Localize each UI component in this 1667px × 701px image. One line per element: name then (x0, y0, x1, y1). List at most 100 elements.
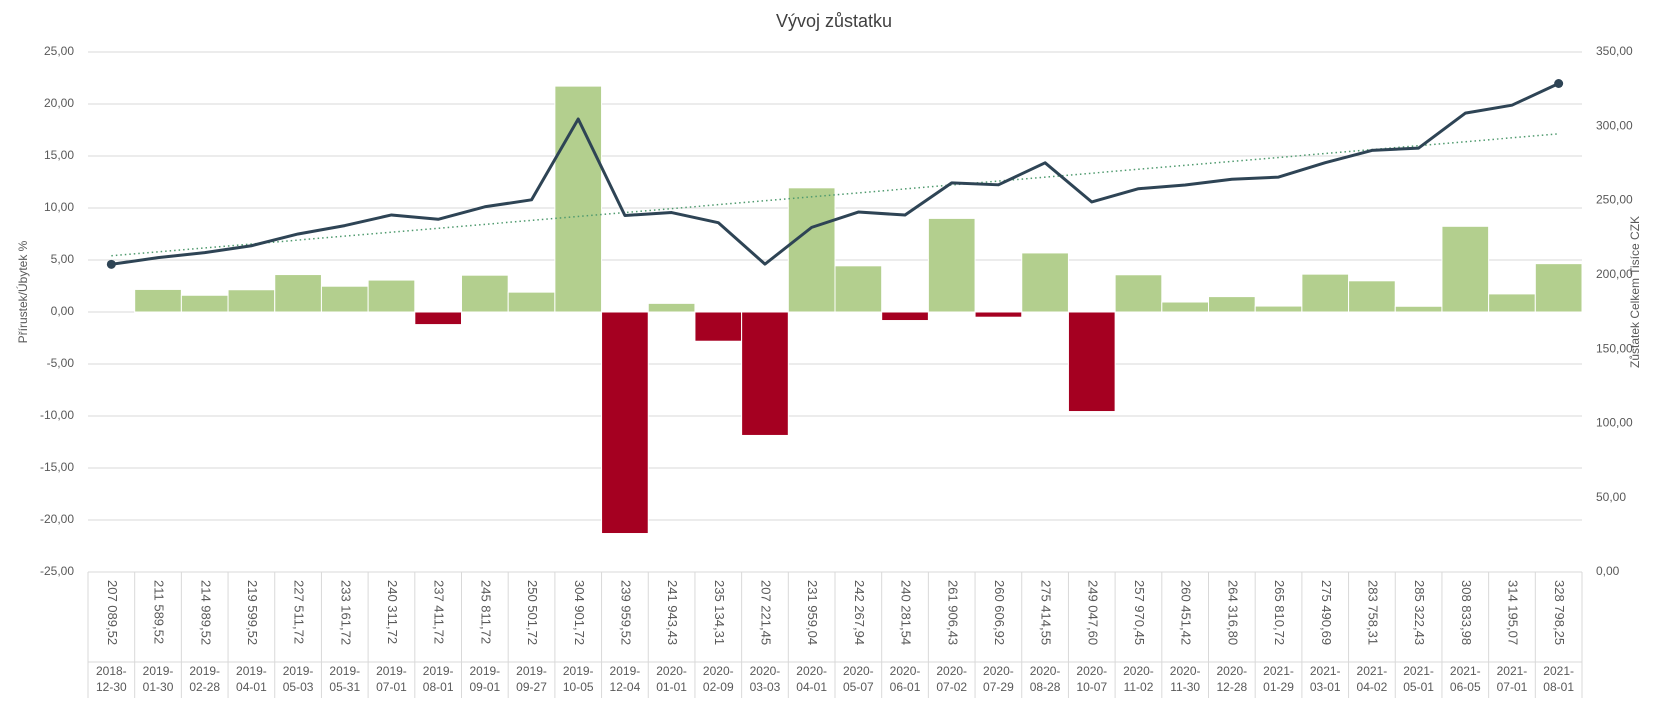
bar (1161, 301, 1209, 313)
category-value-label: 231 959,04 (805, 580, 820, 645)
x-tick-part: 06-01 (890, 680, 921, 694)
y-tick-label: 20,00 (44, 96, 74, 110)
x-tick-label: 2020- 06-01 (890, 664, 921, 694)
x-tick-label: 2019- 02-28 (189, 664, 220, 694)
x-tick-label: 2019- 05-03 (283, 664, 314, 694)
x-tick-part: 04-01 (236, 680, 267, 694)
x-tick-label: 2020- 07-29 (983, 664, 1014, 694)
x-tick-label: 2019- 10-05 (563, 664, 594, 694)
y2-tick-label: 0,00 (1596, 564, 1620, 578)
x-tick-part: 05-03 (283, 680, 314, 694)
x-tick-label: 2021- 07-01 (1497, 664, 1528, 694)
bar (1114, 274, 1163, 313)
category-value-label: 260 606,92 (992, 580, 1007, 645)
x-tick-part: 2019- (610, 664, 641, 678)
x-tick-part: 2020- (750, 664, 781, 678)
x-tick-part: 01-30 (143, 680, 174, 694)
x-tick-part: 2018- (96, 664, 127, 678)
x-tick-part: 2021- (1403, 664, 1434, 678)
bar (694, 311, 743, 342)
bar (1534, 263, 1583, 313)
y-tick-label: -15,00 (40, 460, 74, 474)
bar (507, 291, 556, 313)
x-tick-part: 2020- (890, 664, 921, 678)
bar (1021, 252, 1069, 313)
x-tick-label: 2020- 11-30 (1170, 664, 1201, 694)
bar (367, 279, 416, 313)
x-tick-part: 11-02 (1124, 680, 1154, 694)
category-value-label: 237 411,72 (432, 580, 447, 644)
x-tick-label: 2021- 04-02 (1357, 664, 1388, 694)
x-tick-label: 2020- 02-09 (703, 664, 734, 694)
x-tick-part: 2020- (703, 664, 734, 678)
x-tick-part: 2019- (236, 664, 267, 678)
category-value-label: 207 221,45 (759, 580, 774, 645)
category-value-label: 264 316,80 (1225, 580, 1240, 645)
category-value-label: 285 322,43 (1412, 580, 1427, 645)
x-tick-part: 2021- (1357, 664, 1388, 678)
x-tick-label: 2019- 07-01 (376, 664, 407, 694)
x-tick-label: 2020- 05-07 (843, 664, 874, 694)
x-tick-part: 2019- (563, 664, 594, 678)
category-value-label: 245 811,72 (478, 580, 493, 644)
category-value-label: 275 490,69 (1319, 580, 1334, 645)
bar (927, 217, 976, 313)
x-tick-part: 12-30 (96, 680, 127, 694)
category-value-label: 211 589,52 (152, 580, 167, 644)
bar (1208, 296, 1256, 313)
category-value-label: 219 599,52 (245, 580, 260, 645)
x-tick-part: 2021- (1450, 664, 1481, 678)
x-tick-part: 2020- (1170, 664, 1201, 678)
x-tick-label: 2021- 06-05 (1450, 664, 1481, 694)
y-tick-label: 5,00 (51, 252, 75, 266)
x-tick-part: 07-02 (936, 680, 967, 694)
bar (1488, 293, 1536, 313)
x-tick-part: 2019- (516, 664, 547, 678)
x-tick-part: 08-01 (423, 680, 454, 694)
x-tick-label: 2021- 03-01 (1310, 664, 1341, 694)
category-value-label: 261 906,43 (945, 580, 960, 645)
x-tick-part: 06-05 (1450, 680, 1481, 694)
x-tick-label: 2019- 12-04 (610, 664, 641, 694)
y-tick-label: -25,00 (40, 564, 74, 578)
category-value-label: 275 414,55 (1039, 580, 1054, 645)
x-tick-part: 2020- (1076, 664, 1107, 678)
bar (227, 289, 276, 313)
category-value-label: 260 451,42 (1179, 580, 1194, 645)
x-tick-label: 2020- 01-01 (656, 664, 687, 694)
y-tick-label: -10,00 (40, 408, 74, 422)
y2-tick-label: 350,00 (1596, 44, 1633, 58)
x-tick-part: 2019- (283, 664, 314, 678)
x-tick-part: 2020- (656, 664, 687, 678)
bar (741, 311, 789, 436)
x-tick-part: 05-31 (329, 680, 360, 694)
x-tick-part: 02-09 (703, 680, 734, 694)
bar (134, 288, 182, 313)
x-tick-part: 03-03 (750, 680, 781, 694)
category-value-label: 214 989,52 (198, 580, 213, 645)
line-marker (1554, 78, 1564, 88)
y-tick-label: -5,00 (47, 356, 75, 370)
x-tick-part: 2019- (423, 664, 454, 678)
x-tick-part: 2020- (936, 664, 967, 678)
bar (1301, 273, 1350, 313)
x-tick-label: 2020- 03-03 (750, 664, 781, 694)
bar (601, 311, 649, 535)
x-tick-part: 12-28 (1216, 680, 1247, 694)
x-tick-part: 08-01 (1543, 680, 1574, 694)
bar (461, 274, 509, 313)
x-tick-part: 2020- (1216, 664, 1247, 678)
y-tick-label: -20,00 (40, 512, 74, 526)
x-tick-label: 2020- 10-07 (1076, 664, 1107, 694)
x-tick-label: 2019- 08-01 (423, 664, 454, 694)
x-tick-part: 10-05 (563, 680, 594, 694)
category-value-label: 233 161,72 (338, 580, 353, 645)
category-value-label: 242 267,94 (852, 580, 867, 645)
x-tick-part: 01-29 (1263, 680, 1294, 694)
x-tick-part: 2020- (843, 664, 874, 678)
x-tick-part: 02-28 (189, 680, 220, 694)
x-tick-label: 2019- 09-01 (469, 664, 500, 694)
bar (1394, 305, 1443, 313)
x-tick-part: 2020- (796, 664, 827, 678)
